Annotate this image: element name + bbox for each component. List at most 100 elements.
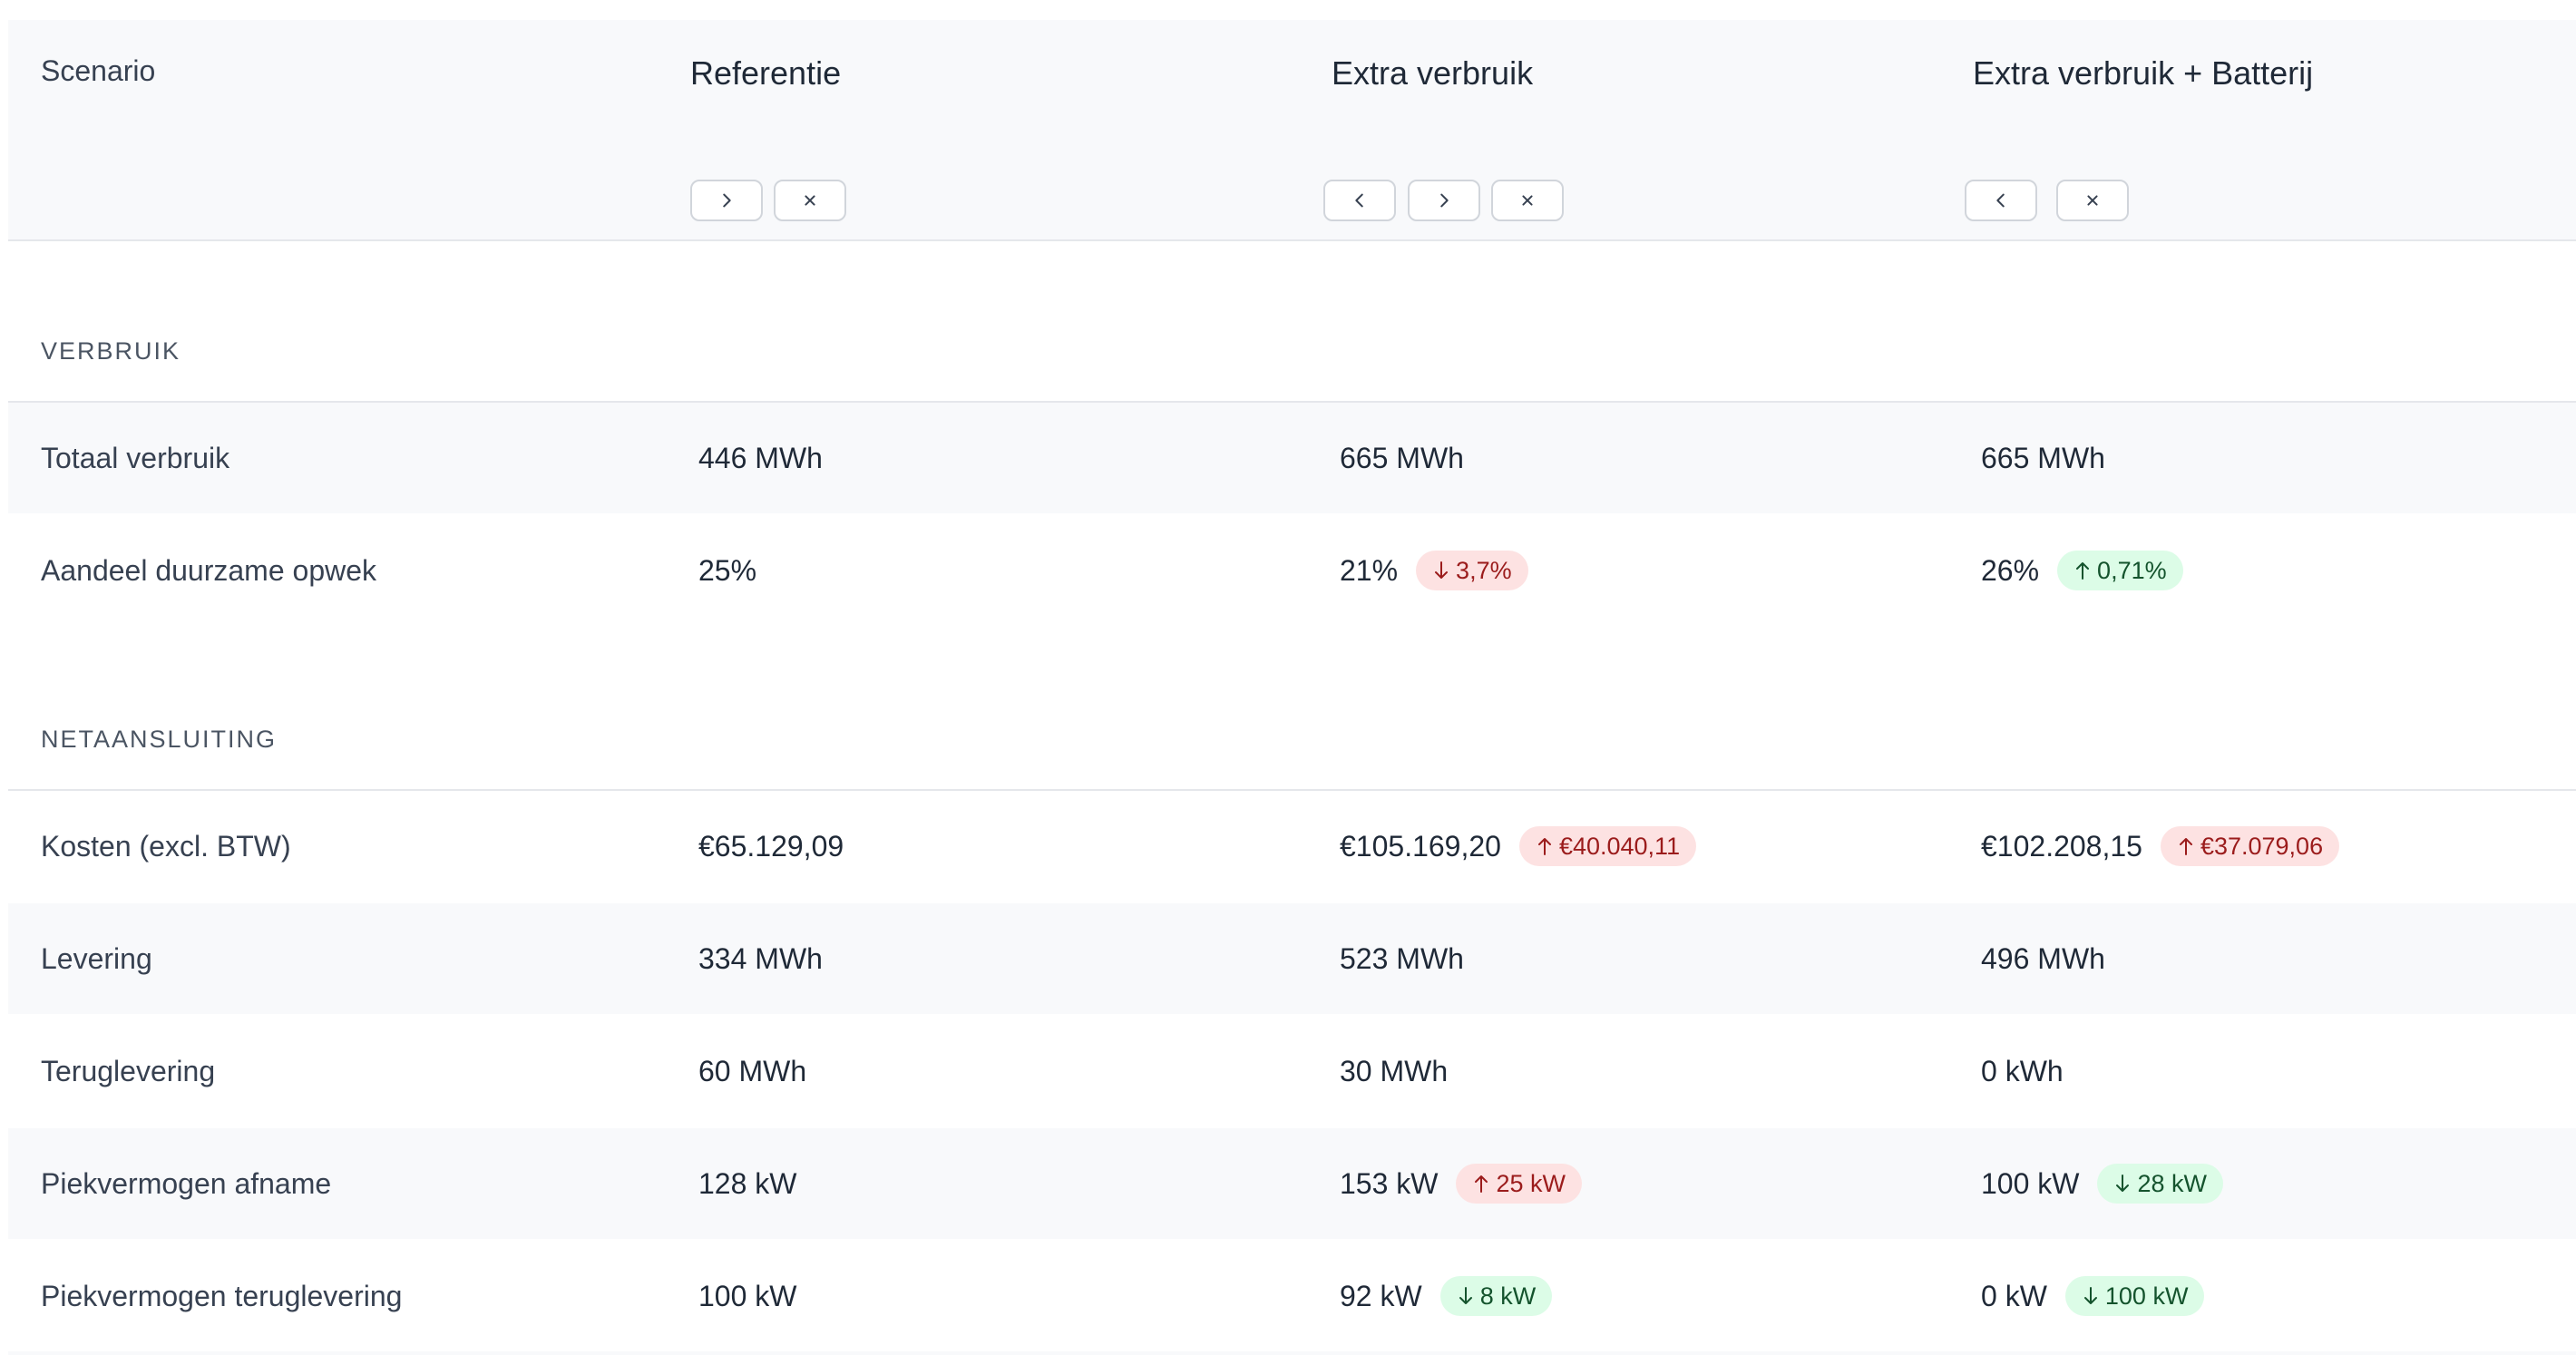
- value-text: €65.129,09: [698, 829, 844, 863]
- arrow-down-icon: [1435, 561, 1449, 579]
- row-label: Piekvermogen afname: [41, 1166, 332, 1200]
- delta-text: 100 kW: [2104, 1282, 2189, 1310]
- remove-scenario-button[interactable]: [774, 180, 846, 221]
- value-text: 26%: [1981, 553, 2040, 587]
- arrow-down-icon: [2116, 1175, 2130, 1192]
- row-label: Piekvermogen teruglevering: [41, 1279, 403, 1312]
- delta-badge: 8 kW: [1439, 1276, 1553, 1316]
- value-cell: €102.208,15 €37.079,06: [1981, 791, 2340, 902]
- table-bottom-edge: [8, 1351, 2576, 1355]
- arrow-up-icon: [1537, 838, 1551, 855]
- value-text: 60 MWh: [698, 1054, 807, 1087]
- table-header: Scenario Referentie Extra verbruik Extra…: [8, 20, 2576, 241]
- row-label: Teruglevering: [41, 1054, 216, 1087]
- delta-text: 25 kW: [1496, 1169, 1566, 1197]
- chevron-right-icon: [723, 193, 731, 208]
- delta-badge: 100 kW: [2064, 1276, 2205, 1316]
- value-text: 30 MWh: [1340, 1054, 1449, 1087]
- move-right-button[interactable]: [690, 180, 763, 221]
- value-text: 665 MWh: [1340, 441, 1464, 474]
- column-title-extra-verbruik: Extra verbruik: [1332, 54, 1534, 92]
- delta-text: 3,7%: [1456, 556, 1512, 584]
- value-cell: 26% 0,71%: [1981, 515, 2183, 626]
- section-label: NETAANSLUITING: [41, 726, 278, 753]
- chevron-left-icon: [1996, 193, 2005, 208]
- delta-badge: €40.040,11: [1518, 826, 1697, 866]
- close-icon: [2087, 195, 2098, 206]
- value-cell: 0 kWh: [1981, 1016, 2064, 1126]
- close-icon: [1522, 195, 1533, 206]
- value-cell: 128 kW: [698, 1128, 796, 1239]
- column-title-referentie: Referentie: [690, 54, 842, 92]
- value-cell: 496 MWh: [1981, 903, 2105, 1014]
- move-left-button[interactable]: [1965, 180, 2037, 221]
- value-text: 665 MWh: [1981, 441, 2105, 474]
- value-cell: 100 kW 28 kW: [1981, 1128, 2224, 1239]
- table-row: Teruglevering 60 MWh 30 MWh 0 kWh: [8, 1016, 2576, 1126]
- value-text: 446 MWh: [698, 441, 823, 474]
- close-icon: [805, 195, 815, 206]
- row-label: Aandeel duurzame opwek: [41, 553, 377, 587]
- section-header-netaansluiting: NETAANSLUITING: [8, 626, 2576, 791]
- arrow-down-icon: [1459, 1287, 1472, 1304]
- chevron-right-icon: [1440, 193, 1449, 208]
- value-text: 100 kW: [1981, 1166, 2080, 1200]
- arrow-down-icon: [2083, 1287, 2097, 1304]
- value-text: €102.208,15: [1981, 829, 2142, 863]
- value-cell: €105.169,20 €40.040,11: [1340, 791, 1697, 902]
- value-cell: 21% 3,7%: [1340, 515, 1528, 626]
- value-text: 0 kW: [1981, 1279, 2047, 1312]
- value-cell: 665 MWh: [1340, 403, 1464, 513]
- arrow-up-icon: [2076, 562, 2090, 580]
- arrow-up-icon: [1475, 1175, 1488, 1193]
- delta-text: €37.079,06: [2200, 832, 2324, 860]
- value-cell: 60 MWh: [698, 1016, 806, 1126]
- move-right-button[interactable]: [1408, 180, 1480, 221]
- value-text: 153 kW: [1340, 1166, 1439, 1200]
- value-text: 523 MWh: [1340, 941, 1464, 975]
- row-label: Kosten (excl. BTW): [41, 829, 291, 863]
- table-row: Piekvermogen afname 128 kW 153 kW 25 kW …: [8, 1128, 2576, 1239]
- delta-text: 8 kW: [1479, 1282, 1537, 1310]
- delta-badge: 0,71%: [2057, 551, 2183, 590]
- delta-badge: 28 kW: [2097, 1164, 2224, 1204]
- remove-scenario-button[interactable]: [1491, 180, 1564, 221]
- scenario-header-label: Scenario: [41, 54, 156, 87]
- value-cell: 446 MWh: [698, 403, 823, 513]
- delta-text: €40.040,11: [1558, 832, 1681, 860]
- value-text: 100 kW: [698, 1279, 797, 1312]
- value-cell: 665 MWh: [1981, 403, 2105, 513]
- value-text: 496 MWh: [1981, 941, 2105, 975]
- value-text: 92 kW: [1340, 1279, 1422, 1312]
- section-label: VERBRUIK: [41, 337, 181, 365]
- value-cell: 334 MWh: [698, 903, 823, 1014]
- row-label: Levering: [41, 941, 152, 975]
- value-text: 334 MWh: [698, 941, 823, 975]
- value-cell: 153 kW 25 kW: [1340, 1128, 1583, 1239]
- value-cell: 0 kW 100 kW: [1981, 1241, 2205, 1351]
- value-text: 0 kWh: [1981, 1054, 2064, 1087]
- delta-badge: 25 kW: [1456, 1164, 1583, 1204]
- move-left-button[interactable]: [1323, 180, 1396, 221]
- value-cell: €65.129,09: [698, 791, 844, 902]
- value-text: 21%: [1340, 553, 1399, 587]
- table-row: Aandeel duurzame opwek 25% 21% 3,7% 26% …: [8, 515, 2576, 626]
- value-cell: 25%: [698, 515, 756, 626]
- value-text: 128 kW: [698, 1166, 797, 1200]
- value-text: 25%: [698, 553, 757, 587]
- section-header-verbruik: VERBRUIK: [8, 239, 2576, 403]
- table-row: Piekvermogen teruglevering 100 kW 92 kW …: [8, 1241, 2576, 1351]
- table-row: Levering 334 MWh 523 MWh 496 MWh: [8, 903, 2576, 1014]
- value-cell: 30 MWh: [1340, 1016, 1448, 1126]
- value-cell: 92 kW 8 kW: [1340, 1241, 1553, 1351]
- delta-text: 28 kW: [2137, 1169, 2208, 1197]
- row-label: Totaal verbruik: [41, 441, 230, 474]
- remove-scenario-button[interactable]: [2056, 180, 2129, 221]
- delta-badge: €37.079,06: [2160, 826, 2340, 866]
- chevron-left-icon: [1355, 193, 1363, 208]
- value-text: €105.169,20: [1340, 829, 1501, 863]
- delta-text: 0,71%: [2097, 556, 2167, 584]
- table-row: Kosten (excl. BTW) €65.129,09 €105.169,2…: [8, 791, 2576, 902]
- column-title-extra-verbruik-batterij: Extra verbruik + Batterij: [1973, 54, 2314, 92]
